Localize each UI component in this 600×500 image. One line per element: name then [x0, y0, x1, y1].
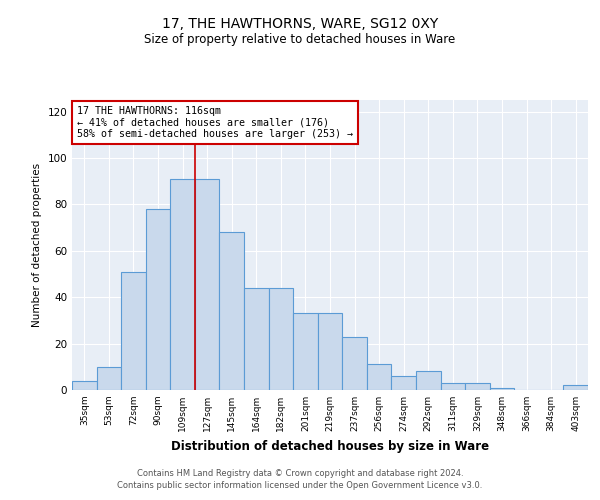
Bar	[367, 364, 391, 390]
Bar	[121, 272, 146, 390]
X-axis label: Distribution of detached houses by size in Ware: Distribution of detached houses by size …	[171, 440, 489, 452]
Y-axis label: Number of detached properties: Number of detached properties	[32, 163, 42, 327]
Text: Contains HM Land Registry data © Crown copyright and database right 2024.
Contai: Contains HM Land Registry data © Crown c…	[118, 468, 482, 490]
Text: 17 THE HAWTHORNS: 116sqm
← 41% of detached houses are smaller (176)
58% of semi-: 17 THE HAWTHORNS: 116sqm ← 41% of detach…	[77, 106, 353, 139]
Bar	[170, 179, 195, 390]
Bar	[244, 288, 269, 390]
Text: 17, THE HAWTHORNS, WARE, SG12 0XY: 17, THE HAWTHORNS, WARE, SG12 0XY	[162, 18, 438, 32]
Text: Size of property relative to detached houses in Ware: Size of property relative to detached ho…	[145, 32, 455, 46]
Bar	[465, 383, 490, 390]
Bar	[97, 367, 121, 390]
Bar	[416, 372, 440, 390]
Bar	[440, 383, 465, 390]
Bar	[146, 209, 170, 390]
Bar	[195, 179, 220, 390]
Bar	[220, 232, 244, 390]
Bar	[72, 380, 97, 390]
Bar	[490, 388, 514, 390]
Bar	[269, 288, 293, 390]
Bar	[318, 314, 342, 390]
Bar	[293, 314, 318, 390]
Bar	[391, 376, 416, 390]
Bar	[563, 386, 588, 390]
Bar	[342, 336, 367, 390]
